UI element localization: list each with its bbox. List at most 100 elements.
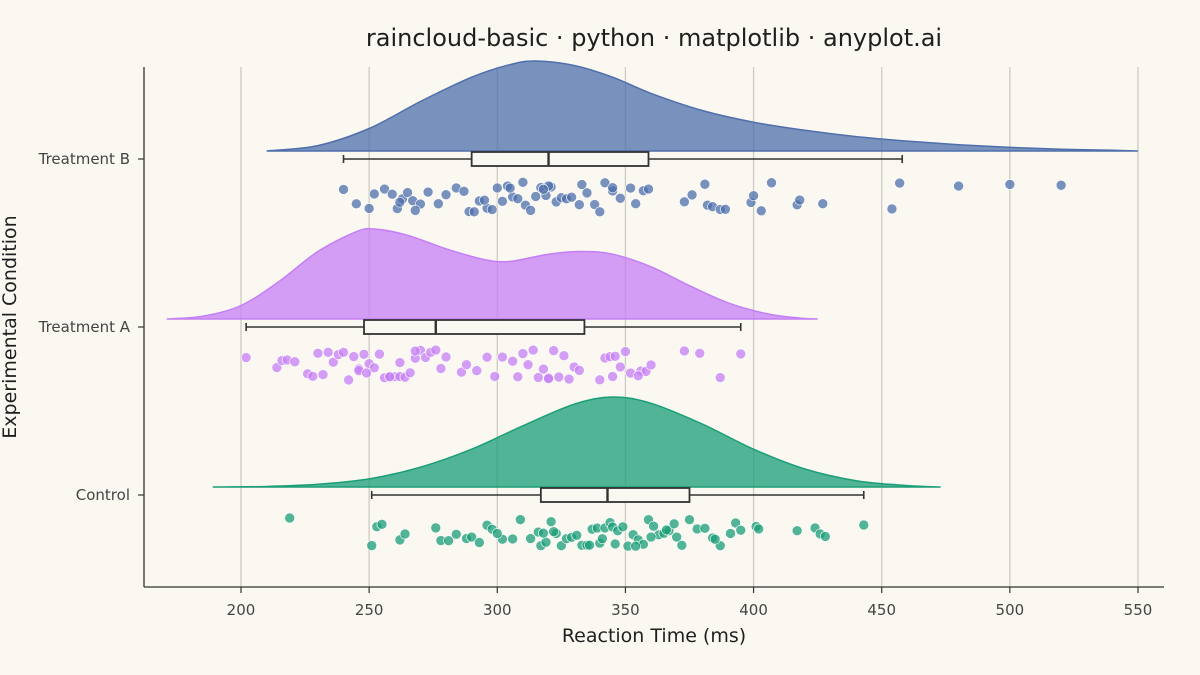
rain-point [368,188,380,200]
rain-point [486,204,498,215]
y-tick-label: Treatment A [38,318,131,336]
rain-point [433,198,444,210]
box-plot [342,151,904,167]
rain-point [676,539,688,551]
rain-point [491,528,503,539]
rain-point [648,520,659,532]
rain-point [443,535,454,546]
x-axis-label: Reaction Time (ms) [562,625,746,647]
rain-point [730,517,741,529]
rain-point [599,177,611,189]
rain-point [517,176,529,188]
rain-point [435,363,447,374]
rain-point [343,374,354,386]
rain-point [525,533,536,544]
rain-point [1055,179,1067,191]
rain-point [558,350,570,361]
rain-point [379,183,390,195]
rain-point [609,350,621,362]
rain-point [645,531,657,543]
rain-point [894,177,905,189]
rain-point [404,367,416,379]
rain-point [794,194,806,206]
rain-point [709,533,721,545]
rain-point [376,519,388,530]
rain-point [497,196,508,207]
rain-point [312,348,324,359]
x-tick-label: 350 [611,601,640,619]
rain-point [617,521,629,533]
rain-point [348,351,360,362]
rain-point [322,347,334,358]
rain-point [581,187,593,199]
rain-point [699,523,711,534]
rain-point [317,369,329,380]
rain-point [289,356,301,368]
box-plot [245,319,742,335]
rain-point [566,191,577,203]
rain-point [735,348,747,360]
rain-point [543,373,554,384]
x-tick-label: 550 [1124,601,1153,619]
rain-point [538,527,549,539]
rain-point [699,178,711,190]
rain-point [530,191,542,202]
rain-point [527,344,539,356]
rain-point [504,182,516,194]
x-tick-label: 250 [355,601,384,619]
rain-point [694,348,706,359]
rain-point [538,363,549,375]
rain-point [548,345,559,356]
y-axis-label: Experimental Condition [0,215,21,438]
rain-point [468,206,480,218]
rain-point [507,533,518,545]
rain-point [1004,179,1016,190]
rain-point [594,374,606,386]
box-iqr [470,151,650,167]
rain-point [766,177,777,189]
rain-point [679,345,690,357]
rain-point [394,196,406,208]
rain-point [515,514,526,525]
rain-point [584,539,595,551]
rain-point [668,518,680,530]
rain-point [461,359,472,370]
rain-point [497,351,508,363]
rain-point [886,203,898,215]
rain-point [422,186,434,198]
rain-point [661,524,672,536]
rain-point [512,193,524,205]
rain-point [512,371,524,383]
rain-point [625,182,636,194]
box-iqr [363,319,586,335]
rain-point [474,537,485,548]
rain-point [525,205,536,216]
rain-point [456,366,467,378]
rain-point [430,522,442,534]
rain-point [553,371,565,383]
rain-point [620,346,631,357]
rain-point [589,199,600,210]
x-tick-label: 500 [996,601,1025,619]
rain-point [615,192,626,204]
rain-point [351,198,362,210]
rain-point [615,361,626,373]
rain-point [571,530,583,541]
rain-point [374,348,385,360]
rain-point [366,540,378,551]
rain-point [686,189,698,201]
rain-point [338,184,349,195]
rain-point [386,188,398,200]
rain-point [368,362,380,374]
rain-point [607,371,618,382]
rain-point [643,183,654,195]
rain-point [576,179,588,190]
rain-point [858,519,870,531]
rain-point [440,351,452,363]
rain-point [358,349,370,360]
y-axis-ticks: Control Treatment A Treatment B [38,150,144,504]
rain-point [384,371,395,383]
rain-point [481,351,493,363]
rain-point [573,199,585,211]
